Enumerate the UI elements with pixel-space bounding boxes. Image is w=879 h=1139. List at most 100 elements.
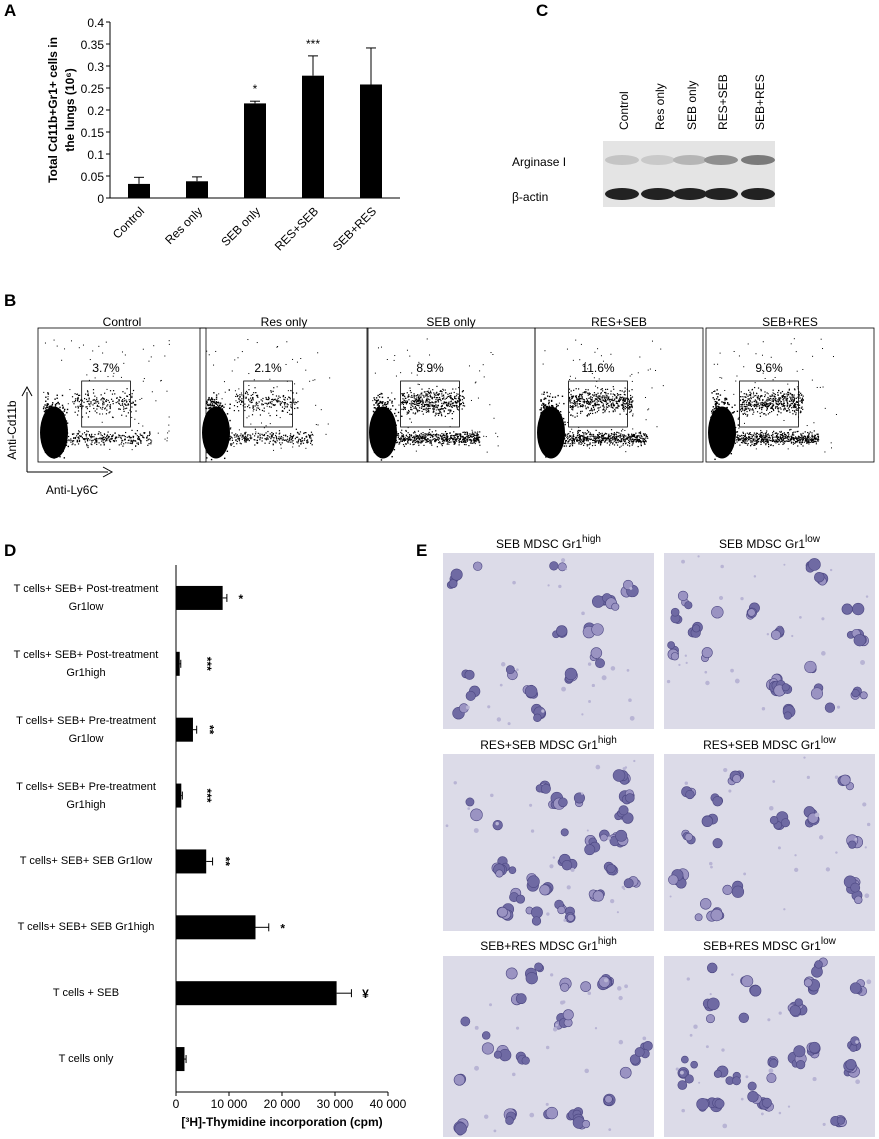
dot — [77, 399, 78, 400]
dot — [273, 437, 274, 438]
dot — [411, 401, 412, 402]
dot — [280, 403, 281, 404]
bar — [244, 103, 266, 198]
dot — [407, 414, 408, 415]
dot — [104, 408, 105, 409]
dot — [600, 433, 601, 434]
dot — [453, 431, 454, 432]
dot — [125, 408, 126, 409]
dot — [276, 410, 277, 411]
lane-label: SEB only — [685, 81, 699, 130]
dot — [405, 409, 406, 410]
dot — [471, 434, 472, 435]
y-tick-label: 0.25 — [81, 82, 105, 96]
dot — [132, 449, 133, 450]
dot — [244, 410, 245, 411]
dot — [80, 436, 81, 437]
dot — [451, 401, 452, 402]
dot — [94, 396, 95, 397]
dot — [73, 403, 74, 404]
dot — [82, 406, 83, 407]
dot — [105, 400, 106, 401]
dot — [242, 351, 243, 352]
dot — [621, 439, 622, 440]
dot — [263, 404, 264, 405]
dot — [102, 435, 103, 436]
dot — [605, 439, 606, 440]
dot — [421, 434, 422, 435]
dot — [487, 452, 488, 453]
dot — [570, 443, 571, 444]
dot — [296, 429, 297, 430]
dot — [442, 398, 443, 399]
dot — [87, 391, 88, 392]
dot — [582, 441, 583, 442]
dot — [91, 441, 92, 442]
dot — [444, 435, 445, 436]
band — [741, 188, 775, 200]
dot — [316, 424, 317, 425]
dot — [296, 441, 297, 442]
dot — [422, 403, 423, 404]
dot — [147, 445, 148, 446]
dot — [133, 402, 134, 403]
dot — [408, 432, 409, 433]
dot — [435, 407, 436, 408]
dot — [494, 418, 495, 419]
dot — [427, 411, 428, 412]
dot — [125, 432, 126, 433]
dot — [489, 404, 490, 405]
dot — [281, 448, 282, 449]
dot — [109, 402, 110, 403]
dot — [417, 410, 418, 411]
dot — [120, 437, 121, 438]
dot — [622, 434, 623, 435]
dot — [611, 433, 612, 434]
dot — [484, 376, 485, 377]
dot — [103, 436, 104, 437]
dot — [238, 436, 239, 437]
dot — [623, 436, 624, 437]
dot — [447, 437, 448, 438]
dot — [422, 432, 423, 433]
dot — [77, 441, 78, 442]
dot — [472, 430, 473, 431]
dot — [593, 436, 594, 437]
dot — [451, 397, 452, 398]
dot — [47, 403, 48, 404]
dot — [464, 444, 465, 445]
dot — [257, 442, 258, 443]
dot — [289, 414, 290, 415]
dot — [230, 428, 231, 429]
dot — [283, 402, 284, 403]
dot — [423, 409, 424, 410]
dot — [449, 393, 450, 394]
dot — [450, 404, 451, 405]
dot — [93, 436, 94, 437]
dot — [91, 437, 92, 438]
dot — [437, 446, 438, 447]
dot — [604, 434, 605, 435]
dot — [231, 432, 232, 433]
dot — [464, 434, 465, 435]
dot — [115, 437, 116, 438]
dot — [483, 436, 484, 437]
dot — [610, 438, 611, 439]
dot — [426, 404, 427, 405]
dot — [628, 436, 629, 437]
dot — [442, 445, 443, 446]
dot — [125, 436, 126, 437]
dot — [223, 407, 224, 408]
dot — [271, 407, 272, 408]
dot — [142, 437, 143, 438]
dot — [78, 398, 79, 399]
dot — [419, 384, 420, 385]
dot — [400, 432, 401, 433]
dot — [453, 411, 454, 412]
dot — [454, 405, 455, 406]
dot — [632, 439, 633, 440]
dot — [428, 411, 429, 412]
band — [704, 188, 738, 200]
dot — [612, 443, 613, 444]
dot — [270, 433, 271, 434]
